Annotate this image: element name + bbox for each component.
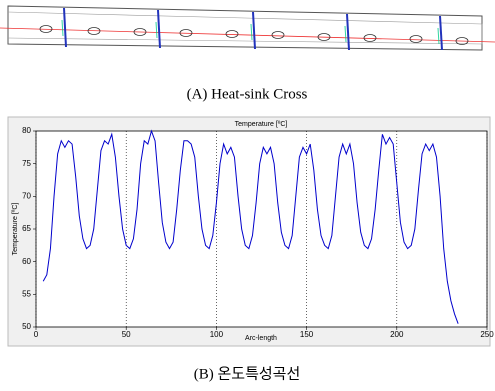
figure: (A) Heat-sink Cross Temperature [ºC] Arc…: [0, 0, 495, 386]
x-tick-label: 200: [390, 330, 404, 339]
heat-sink-diagram: [0, 6, 495, 50]
plot-area: [36, 131, 487, 327]
y-tick-label: 50: [22, 322, 31, 331]
x-tick-label: 0: [34, 330, 39, 339]
x-tick-label: 250: [480, 330, 494, 339]
y-tick-label: 60: [22, 257, 31, 266]
y-tick-label: 70: [22, 191, 31, 200]
caption: (A) Heat-sink Cross: [187, 86, 308, 102]
chart-title: Temperature [ºC]: [235, 121, 288, 128]
y-axis-label: Temperature [ºC]: [12, 203, 19, 256]
y-tick-label: 65: [22, 224, 31, 233]
caption: (B) 온도특성곡선: [194, 365, 301, 382]
x-tick-label: 150: [300, 330, 314, 339]
x-tick-label: 50: [122, 330, 131, 339]
page: {"captions": ["(A) Heat-sink Cross", "(B…: [0, 0, 495, 386]
x-tick-label: 100: [210, 330, 224, 339]
y-tick-label: 55: [22, 289, 31, 298]
y-tick-label: 80: [22, 126, 31, 135]
x-axis-label: Arc-length: [245, 335, 277, 342]
y-tick-label: 75: [22, 159, 31, 168]
